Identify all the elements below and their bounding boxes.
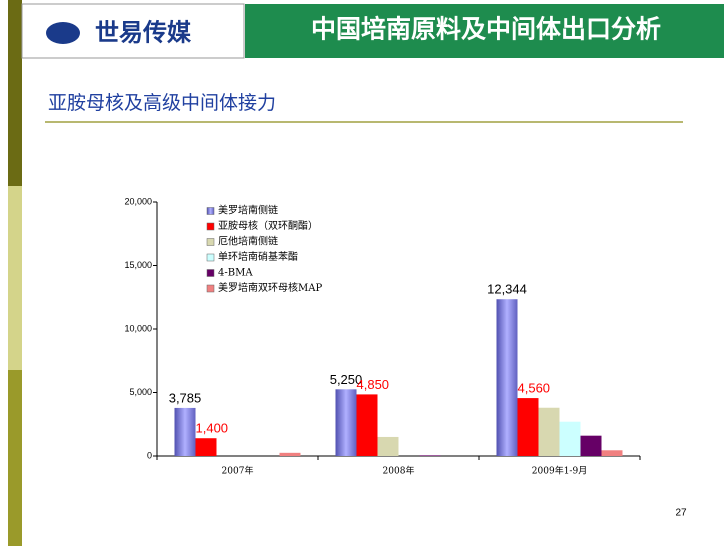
data-label: 12,344: [487, 282, 527, 297]
subtitle: 亚胺母核及高级中间体接力: [48, 92, 276, 114]
data-label: 4,850: [357, 377, 390, 392]
bar: [419, 455, 441, 456]
legend-swatch: [206, 238, 215, 246]
bar: [580, 435, 602, 456]
y-tick-label: 20,000: [124, 196, 152, 206]
x-tick-label: 2007年: [222, 465, 254, 477]
bar: [356, 394, 378, 456]
x-tick-label: 2009年1-9月: [532, 465, 587, 477]
y-tick-label: 0: [147, 450, 152, 460]
y-tick-label: 15,000: [124, 260, 152, 270]
bar: [559, 421, 581, 456]
data-label: 5,250: [330, 372, 363, 387]
legend-label: 4-BMA: [218, 268, 253, 279]
title-banner: [245, 4, 724, 58]
legend-label: 单环培南硝基苯酯: [218, 250, 298, 263]
x-tick-label: 2008年: [383, 465, 415, 477]
bar: [517, 398, 539, 456]
bar: [174, 407, 196, 456]
legend-label: 美罗培南侧链: [218, 204, 278, 217]
data-label: 4,560: [518, 381, 551, 396]
legend-label: 厄他培南侧链: [218, 235, 278, 248]
bar: [377, 436, 399, 456]
bar: [279, 452, 301, 456]
side-band: [8, 370, 22, 546]
page-number: 27: [675, 508, 687, 519]
logo-icon: [46, 22, 80, 44]
y-tick-label: 10,000: [124, 323, 152, 333]
slide-title: 中国培南原料及中间体出口分析: [311, 15, 661, 44]
bar: [335, 389, 357, 456]
legend-swatch: [206, 284, 215, 293]
legend-swatch: [206, 269, 215, 277]
legend-swatch: [206, 222, 215, 231]
legend-label: 亚胺母核（双环酮酯）: [218, 219, 318, 232]
bar: [195, 438, 217, 456]
bar: [601, 450, 623, 456]
legend-label: 美罗培南双环母核MAP: [218, 281, 322, 294]
legend-swatch: [206, 207, 215, 215]
side-band: [8, 186, 22, 370]
bar: [496, 299, 518, 456]
logo: 世易传媒: [95, 19, 192, 46]
bar: [538, 407, 560, 456]
data-label: 3,785: [169, 390, 202, 405]
data-label: 1,400: [196, 421, 229, 436]
y-tick-label: 5,000: [129, 387, 152, 397]
legend-swatch: [206, 253, 215, 262]
side-band: [8, 0, 22, 186]
